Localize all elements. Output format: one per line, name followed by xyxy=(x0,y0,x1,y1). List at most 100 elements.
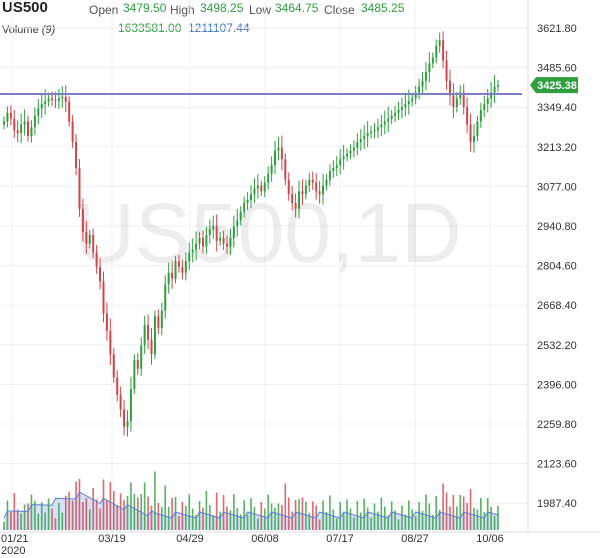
candle-body xyxy=(54,99,57,101)
volume-bar xyxy=(456,506,458,530)
candle-body xyxy=(462,92,465,108)
volume-bar xyxy=(418,502,420,530)
candle-body xyxy=(260,185,263,192)
volume-bar xyxy=(322,500,324,530)
volume-bar xyxy=(23,504,26,530)
candle-body xyxy=(366,133,369,137)
watermark: US500,1D xyxy=(74,186,462,280)
candle-body xyxy=(352,147,355,151)
volume-bar xyxy=(243,500,245,530)
low-label: Low xyxy=(249,3,272,17)
candle-body xyxy=(370,131,373,134)
volume-bar xyxy=(397,519,400,530)
volume-bar xyxy=(191,508,194,530)
volume-bar xyxy=(294,500,297,530)
volume-bar xyxy=(257,518,259,530)
volume-bar xyxy=(147,496,149,530)
volume-bar xyxy=(44,512,46,530)
volume-bar xyxy=(442,483,444,530)
candle-body xyxy=(472,136,475,142)
volume-bar xyxy=(10,512,12,530)
candle-body xyxy=(23,121,26,125)
y-tick-label: 3485.60 xyxy=(537,63,577,75)
candle-body xyxy=(129,389,132,422)
candle-body xyxy=(143,325,146,346)
candle-body xyxy=(332,168,335,171)
candle-body xyxy=(445,60,448,81)
candle-body xyxy=(102,281,105,314)
y-tick-label: 2668.40 xyxy=(537,300,577,312)
candle-body xyxy=(308,179,311,186)
x-tick-label: 06/08 xyxy=(251,533,279,545)
volume-bar xyxy=(205,491,208,530)
candle-body xyxy=(181,266,184,273)
candle-body xyxy=(47,98,50,102)
volume-bar xyxy=(318,519,321,530)
volume-bar xyxy=(370,517,372,530)
volume-bar xyxy=(493,516,496,530)
candle-body xyxy=(40,104,43,109)
volume-bar xyxy=(178,516,180,530)
high-label: High xyxy=(170,3,195,17)
candle-body xyxy=(160,310,163,328)
candle-body xyxy=(198,237,201,244)
volume-bar xyxy=(281,505,283,530)
volume-bar xyxy=(167,507,170,530)
candle-body xyxy=(435,45,438,58)
candle-body xyxy=(328,170,331,180)
candle-body xyxy=(164,284,167,311)
candle-body xyxy=(188,252,191,262)
volume-bar xyxy=(339,502,341,530)
candle-body xyxy=(157,316,160,328)
candle-body xyxy=(51,98,54,100)
candle-body xyxy=(284,159,287,180)
y-axis: 3621.80 3485.60 3349.40 3213.20 3077.00 2940.… xyxy=(527,0,577,532)
candle-body xyxy=(322,185,325,195)
candle-body xyxy=(404,104,407,108)
volume-bar xyxy=(490,507,492,530)
candle-body xyxy=(486,98,489,105)
volume-bar xyxy=(185,506,187,530)
candle-body xyxy=(459,92,462,99)
volume-bar xyxy=(27,503,29,530)
volume-bar xyxy=(291,511,293,530)
volume-bar xyxy=(497,505,499,530)
y-tick-label: 2804.60 xyxy=(537,261,577,273)
y-tick-label: 3213.20 xyxy=(537,142,577,154)
volume-bar xyxy=(64,495,67,530)
volume-bar xyxy=(342,513,345,530)
volume-bar xyxy=(102,479,105,530)
volume-bar xyxy=(287,497,290,530)
candle-body xyxy=(33,115,36,128)
candle-body xyxy=(497,85,499,87)
volume-bar xyxy=(123,500,125,530)
candle-body xyxy=(400,107,403,110)
candle-body xyxy=(431,57,434,64)
volume-bar xyxy=(277,503,280,530)
candle-body xyxy=(44,101,47,105)
volume-bar xyxy=(353,517,355,530)
volume-bar xyxy=(133,494,136,530)
candle-body xyxy=(27,121,30,137)
volume-bar xyxy=(366,507,369,530)
volume-bar xyxy=(404,514,407,530)
candle-body xyxy=(469,124,472,142)
volume-bar xyxy=(377,511,379,530)
candle-body xyxy=(9,112,12,119)
current-price-tag: 3425.38 xyxy=(530,77,578,94)
close-value: 3485.25 xyxy=(361,1,405,15)
volume-bar xyxy=(335,518,338,530)
volume-bar xyxy=(6,500,9,530)
volume-bar xyxy=(363,498,366,530)
volume-bar xyxy=(106,501,108,530)
candle-body xyxy=(428,63,431,73)
candle-body xyxy=(376,127,379,131)
candle-body xyxy=(222,237,225,244)
volume-bar xyxy=(332,509,335,530)
volume-bar xyxy=(263,508,266,530)
y-tick-label: 3621.80 xyxy=(537,23,577,35)
volume-bar xyxy=(236,508,239,530)
candle-body xyxy=(298,191,301,209)
candle-body xyxy=(304,185,307,195)
